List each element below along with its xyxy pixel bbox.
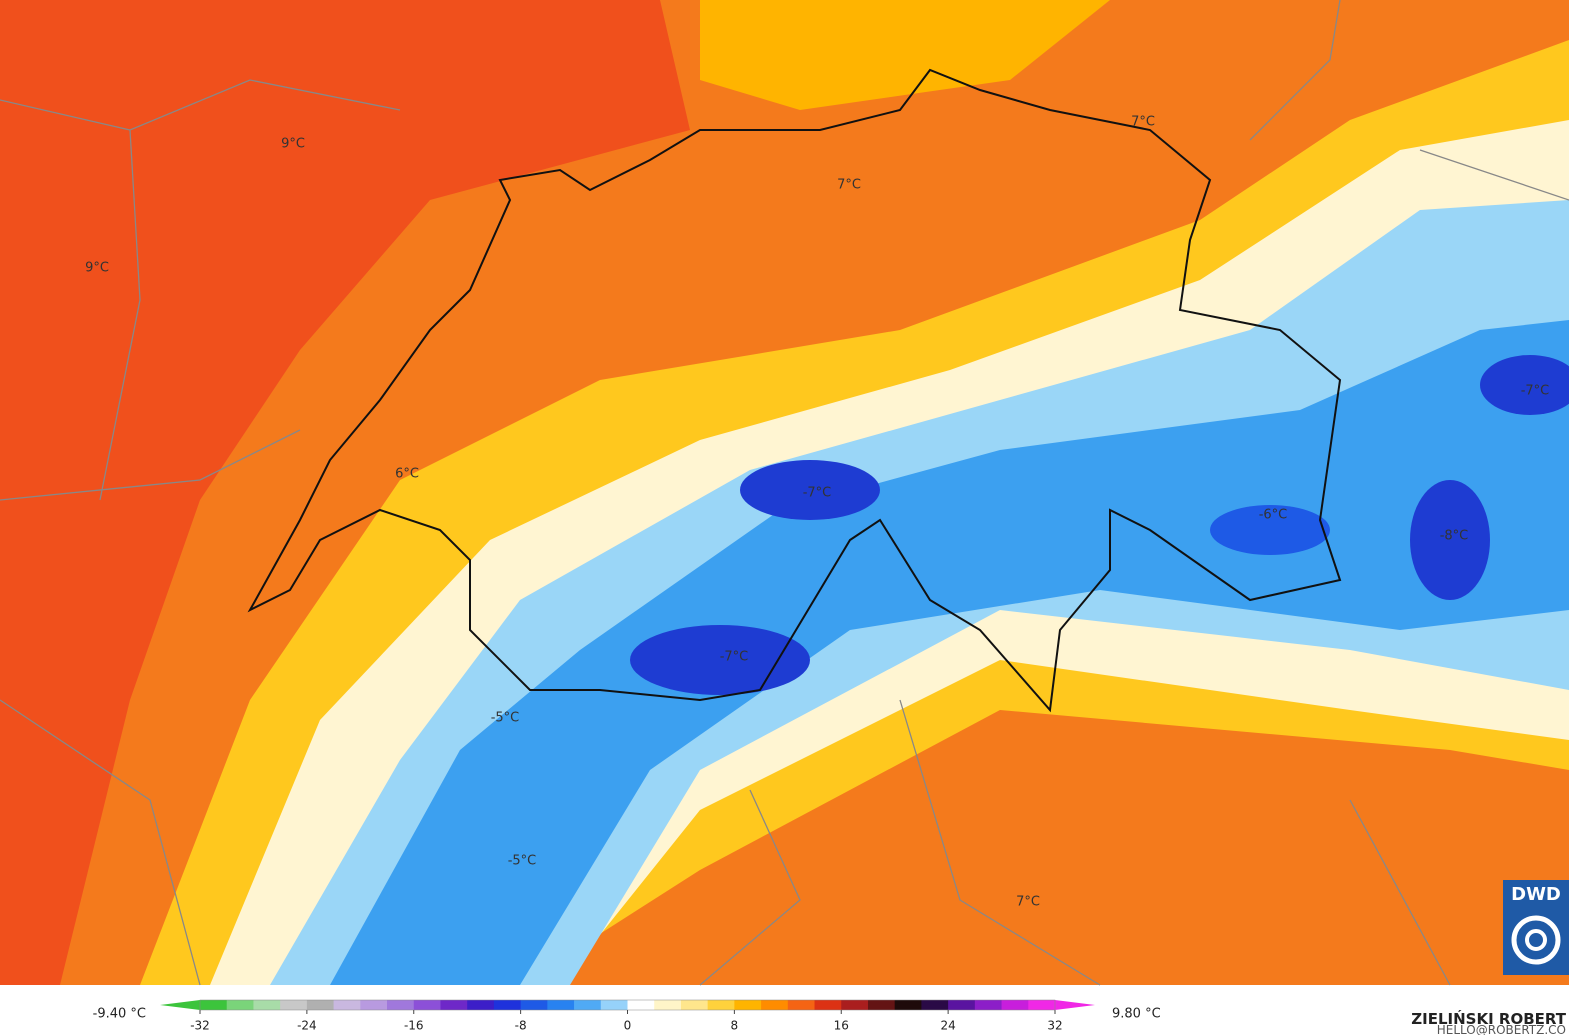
colorbar-segment [627, 1000, 655, 1010]
colorbar-end [160, 1000, 200, 1010]
colorbar-tick-label: 24 [940, 1019, 955, 1033]
colorbar-segment [1001, 1000, 1029, 1010]
mild-region [700, 0, 1110, 110]
temperature-label: 9°C [281, 137, 305, 152]
colorbar-segment [226, 1000, 254, 1010]
temperature-label: -5°C [491, 711, 520, 726]
credit-contact: HELLO@ROBERTZ.CO [1437, 1023, 1566, 1035]
temperature-label: 9°C [85, 261, 109, 276]
temperature-label: 6°C [395, 467, 419, 482]
logo: DWD [1503, 880, 1569, 975]
colorbar-segment [600, 1000, 628, 1010]
map: 9°C 9°C 7°C 7°C 6°C -7°C -7°C -6°C -8°C … [0, 0, 1569, 986]
colorbar-segment [360, 1000, 388, 1010]
colorbar-tick-label: -32 [190, 1019, 210, 1033]
colorbar-segment [841, 1000, 869, 1010]
cold-core [1210, 505, 1330, 555]
temperature-label: 7°C [837, 178, 861, 193]
colorbar-segment [333, 1000, 361, 1010]
logo-spiral [1525, 929, 1547, 951]
colorbar-segment [761, 1000, 789, 1010]
colorbar-segment [280, 1000, 308, 1010]
colorbar-segment [306, 1000, 335, 1010]
colorbar-max: 9.80 °C [1112, 1007, 1161, 1022]
colorbar-segment [734, 1000, 762, 1010]
temperature-label: -7°C [1521, 384, 1550, 399]
colorbar-segment [921, 1000, 949, 1010]
colorbar-segment [894, 1000, 922, 1010]
temperature-label: -6°C [1259, 508, 1288, 523]
warm-region [0, 0, 690, 985]
colorbar-segment [387, 1000, 415, 1010]
colorbar-segment [1028, 1000, 1056, 1010]
colorbar-tick-label: 16 [834, 1019, 849, 1033]
colder-band [330, 320, 1569, 985]
temperature-label: 7°C [1016, 895, 1040, 910]
cold-core [1480, 355, 1569, 415]
colorbar-tick-label: 8 [731, 1019, 739, 1033]
colorbar-segment [680, 1000, 709, 1010]
logo-box [1503, 880, 1569, 975]
colorbar-min: -9.40 °C [93, 1007, 146, 1022]
logo-text: DWD [1511, 884, 1561, 905]
temperature-label: 7°C [1131, 115, 1155, 130]
logo-spiral [1511, 915, 1561, 965]
colorbar-segment [547, 1000, 575, 1010]
cold-core [1410, 480, 1490, 600]
colorbar-segment [467, 1000, 495, 1010]
colorbar-segment [200, 1000, 228, 1010]
colorbar-segment [707, 1000, 735, 1010]
colorbar-segment [654, 1000, 682, 1010]
colorbar-segment [520, 1000, 548, 1010]
region-border [0, 0, 1569, 986]
colorbar-segment [814, 1000, 842, 1010]
colorbar-segment [440, 1000, 468, 1010]
colorbar-segment [574, 1000, 602, 1010]
colorbar-tick-label: 32 [1047, 1019, 1062, 1033]
credit-name: ZIELIŃSKI ROBERT [1411, 1009, 1566, 1028]
temperature-label: -7°C [803, 486, 832, 501]
colorbar-segment [867, 1000, 896, 1010]
colorbar-tick-label: 0 [624, 1019, 632, 1033]
colorbar-segment [948, 1000, 976, 1010]
colorbar-end [1055, 1000, 1095, 1010]
colorbar-segment [253, 1000, 281, 1010]
cold-core [630, 625, 810, 695]
colorbar-tick-label: -16 [404, 1019, 424, 1033]
temperature-label: -5°C [508, 854, 537, 869]
temperature-label: -8°C [1440, 529, 1469, 544]
colorbar-tick-label: -8 [515, 1019, 527, 1033]
colorbar-segment [413, 1000, 441, 1010]
cold-core [740, 460, 880, 520]
colorbar-segment [974, 1000, 1003, 1010]
colorbar-tick-label: -24 [297, 1019, 317, 1033]
colorbar: -9.40 °C 9.80 °C -32 -24 -16 -8 0 8 16 24 32 [93, 999, 1161, 1033]
colorbar-segment [787, 1000, 816, 1010]
colorbar-segment [493, 1000, 522, 1010]
temperature-label: -7°C [720, 650, 749, 665]
country-border [247, 68, 1342, 713]
